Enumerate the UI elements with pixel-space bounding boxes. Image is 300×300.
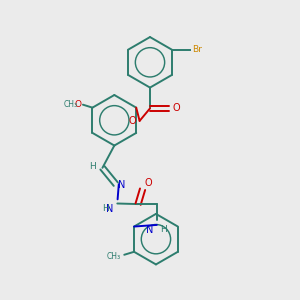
Text: O: O (144, 178, 152, 188)
Text: O: O (74, 100, 82, 109)
Text: Br: Br (192, 45, 202, 54)
Text: O: O (173, 103, 181, 113)
Text: CH₃: CH₃ (106, 252, 121, 261)
Text: N: N (118, 180, 126, 190)
Text: CH₃: CH₃ (64, 100, 78, 109)
Text: H: H (103, 204, 109, 213)
Text: H: H (89, 162, 96, 171)
Text: N: N (106, 204, 113, 214)
Text: N: N (146, 225, 154, 235)
Text: O: O (129, 116, 136, 126)
Text: H: H (160, 225, 166, 234)
